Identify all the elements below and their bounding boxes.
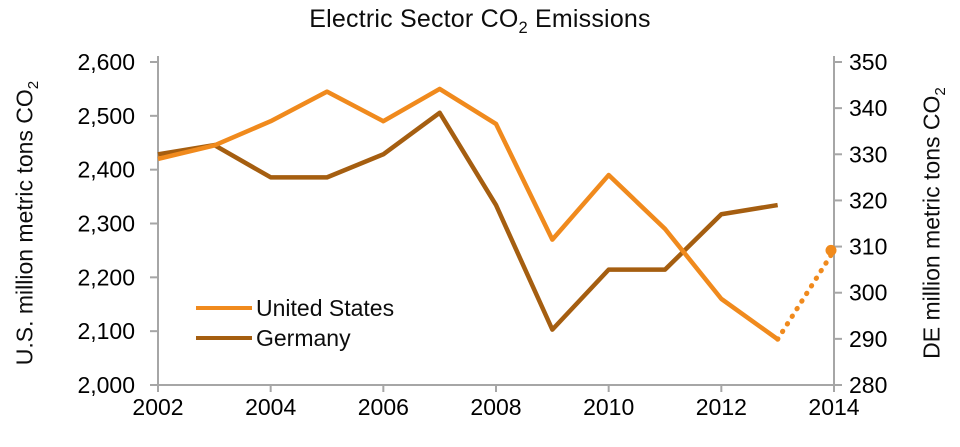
- y-right-tick-label: 320: [849, 187, 887, 213]
- x-tick-label: 2012: [696, 394, 747, 420]
- chart-title-subscript: 2: [518, 19, 528, 37]
- x-tick-label: 2006: [358, 394, 409, 420]
- chart-title-suffix: Emissions: [527, 5, 651, 33]
- germany-line: [157, 110, 779, 332]
- legend-swatch-united-states-line: [196, 306, 252, 310]
- y-axis-right-title: DE million metric tons CO2: [918, 87, 950, 359]
- y-axis-right-title-subscript: 2: [932, 87, 950, 96]
- x-tick-label: 2002: [132, 394, 183, 420]
- y-right-tick-label: 310: [849, 234, 887, 260]
- legend-label-united-states: United States: [256, 294, 395, 321]
- legend-label-germany: Germany: [256, 324, 351, 351]
- chart-title: Electric Sector CO2 Emissions: [0, 5, 960, 37]
- y-left-tick-label: 2,600: [77, 49, 135, 75]
- legend-swatch-germany-line: [196, 336, 252, 340]
- y-right-tick-label: 330: [849, 141, 887, 167]
- y-right-tick-label: 300: [849, 280, 887, 306]
- legend-item-united-states: United States: [196, 293, 394, 323]
- united-states-projection-end-marker: [825, 244, 837, 256]
- chart-title-text: Electric Sector CO: [309, 5, 519, 33]
- y-axis-right-title-text: DE million metric tons CO: [918, 95, 945, 359]
- y-right-tick-label: 280: [849, 372, 887, 398]
- x-tick-label: 2008: [470, 394, 521, 420]
- united-states-line: [157, 86, 779, 342]
- y-left-tick-label: 2,500: [77, 103, 135, 129]
- y-right-tick-label: 350: [849, 49, 887, 75]
- y-left-tick-label: 2,200: [77, 264, 135, 290]
- united-states-projection-dotted-line: [775, 247, 837, 342]
- y-axis-left-title: U.S. million metric tons CO2: [11, 80, 43, 366]
- legend-item-germany: Germany: [196, 323, 394, 353]
- y-right-tick-label: 340: [849, 95, 887, 121]
- y-left-tick-label: 2,000: [77, 372, 135, 398]
- y-axis-left-title-text: U.S. million metric tons CO: [11, 89, 38, 366]
- y-right-tick-label: 290: [849, 326, 887, 352]
- x-tick-label: 2014: [808, 394, 859, 420]
- y-left-tick-label: 2,300: [77, 211, 135, 237]
- y-axis-left-title-subscript: 2: [25, 80, 43, 90]
- legend: United States Germany: [196, 293, 394, 353]
- x-tick-label: 2010: [583, 394, 634, 420]
- x-tick-label: 2004: [245, 394, 296, 420]
- y-left-tick-label: 2,100: [77, 318, 135, 344]
- y-left-tick-label: 2,400: [77, 157, 135, 183]
